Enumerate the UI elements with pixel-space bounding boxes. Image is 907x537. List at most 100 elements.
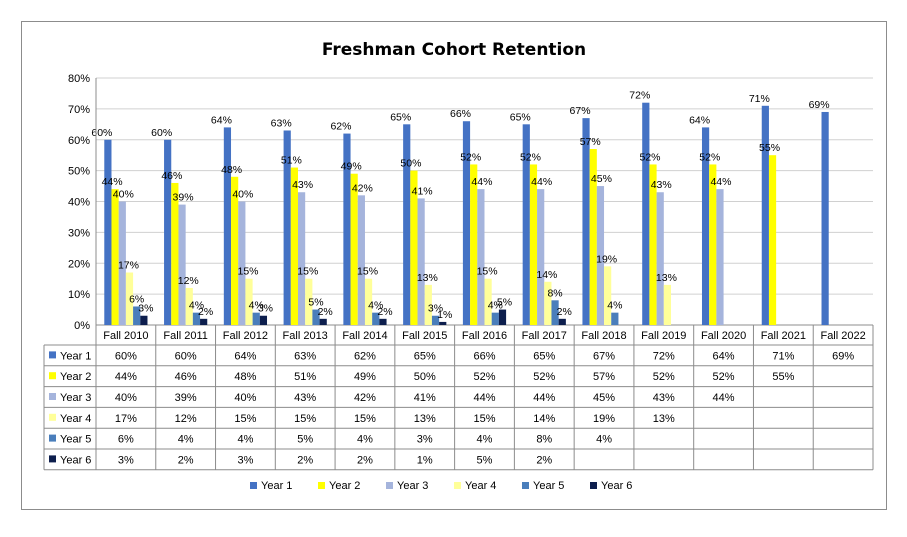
table-cell: 46% [175,371,197,383]
table-cell: 14% [533,413,555,425]
data-label: 43% [292,179,313,191]
bar [223,127,232,326]
bar [305,278,313,325]
bar [178,204,186,325]
data-label: 2% [557,306,572,318]
category-label: Fall 2022 [820,330,865,342]
table-row-label: Year 4 [60,413,91,425]
bar [761,105,769,325]
data-label: 5% [497,297,512,309]
data-label: 12% [178,275,199,287]
table-cell: 41% [414,392,436,404]
table-cell: 6% [118,434,134,446]
legend-key [250,482,257,489]
bar [537,189,545,325]
data-label: 2% [377,306,392,318]
data-label: 44% [531,176,552,188]
table-legend-key [49,455,56,463]
data-label: 52% [460,151,481,163]
bar [649,164,657,325]
table-cell: 48% [234,371,256,383]
table-cell: 43% [653,392,675,404]
data-label: 49% [341,161,362,173]
data-label: 3% [258,303,273,315]
data-label: 40% [232,189,253,201]
category-label: Fall 2021 [761,330,806,342]
data-label: 13% [656,272,677,284]
category-label: Fall 2018 [581,330,626,342]
bar [185,287,193,325]
bar [111,189,119,325]
table-cell: 44% [713,392,735,404]
legend-key [454,482,461,489]
table-cell: 1% [417,454,433,466]
bar [709,164,717,325]
y-tick-label: 80% [68,73,90,85]
bar [252,312,260,325]
data-label: 6% [129,293,144,305]
data-label: 48% [221,164,242,176]
table-cell: 72% [653,350,675,362]
data-label: 46% [161,170,182,182]
bar [821,111,829,326]
data-label: 65% [390,111,411,123]
table-cell: 52% [473,371,495,383]
table-cell: 49% [354,371,376,383]
data-label: 60% [151,127,172,139]
table-legend-key [49,372,56,380]
bar [424,284,432,325]
table-cell: 66% [473,350,495,362]
bar [611,312,619,325]
bar [357,195,365,325]
category-label: Fall 2019 [641,330,686,342]
table-cell: 4% [237,434,253,446]
bar [259,315,268,325]
data-label: 72% [629,90,650,102]
data-label: 51% [281,155,302,167]
y-tick-label: 50% [68,166,90,178]
table-cell: 2% [536,454,552,466]
legend-label: Year 6 [601,480,632,492]
bar [491,312,499,325]
table-cell: 13% [653,413,675,425]
table-cell: 3% [417,434,433,446]
bar [544,281,552,325]
data-label: 63% [271,117,292,129]
bar [171,182,179,325]
bar [529,164,538,325]
category-label: Fall 2014 [342,330,387,342]
legend-label: Year 4 [465,480,496,492]
bar [716,189,724,325]
bar [768,155,777,325]
table-cell: 44% [533,392,555,404]
data-label: 67% [570,105,591,117]
bar [164,139,172,325]
table-row-label: Year 2 [60,371,91,383]
category-label: Fall 2013 [283,330,328,342]
data-label: 41% [412,185,433,197]
data-label: 71% [749,93,770,105]
bar [125,272,134,325]
category-label: Fall 2015 [402,330,447,342]
bar [372,312,380,325]
legend-label: Year 2 [329,480,360,492]
table-cell: 5% [297,434,313,446]
table-cell: 40% [115,392,137,404]
table-cell: 2% [357,454,373,466]
table-cell: 3% [118,454,134,466]
y-tick-label: 30% [68,227,90,239]
category-label: Fall 2016 [462,330,507,342]
bar [133,306,141,325]
bar [596,186,605,325]
bar [522,124,530,325]
table-cell: 63% [294,350,316,362]
data-label: 13% [417,272,438,284]
bar [297,192,306,325]
table-cell: 52% [533,371,555,383]
legend-key [318,482,325,489]
table-cell: 15% [294,413,316,425]
table-cell: 52% [713,371,735,383]
table-cell: 4% [178,434,194,446]
bar [290,167,298,325]
table-cell: 65% [533,350,555,362]
